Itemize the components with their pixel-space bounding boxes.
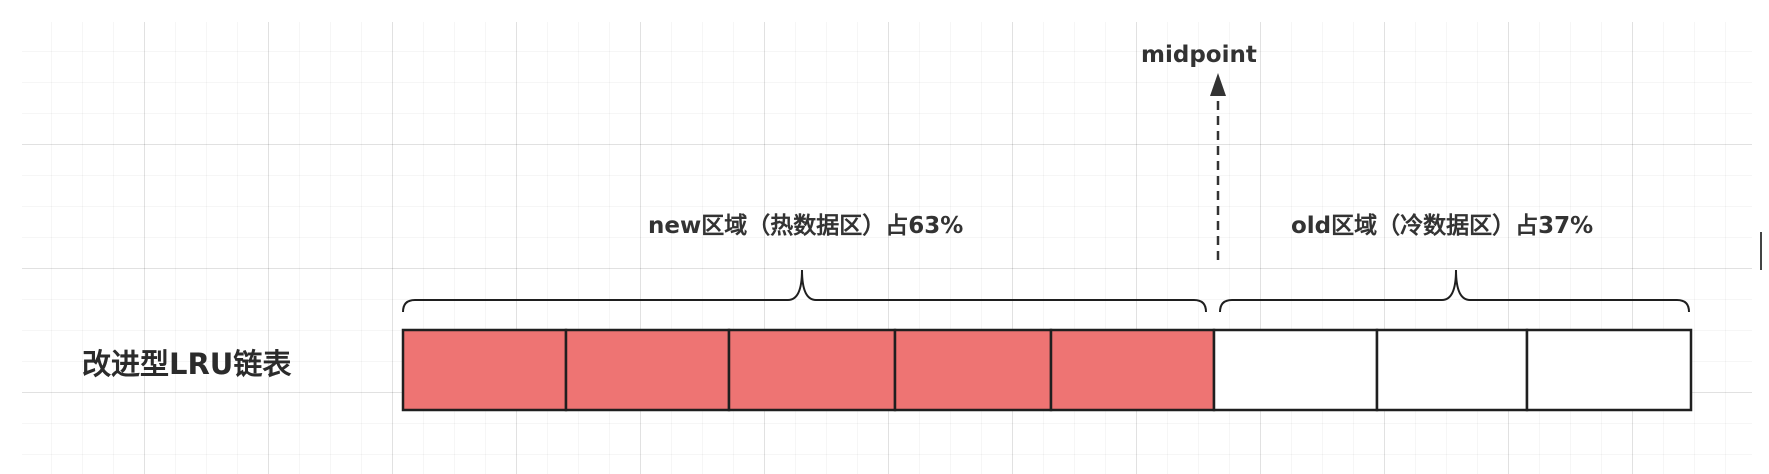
- new-cell-5: [1049, 328, 1216, 412]
- list-label: 改进型LRU链表: [82, 347, 291, 381]
- midpoint-arrowhead: [1210, 73, 1226, 96]
- new-region-brace: [402, 269, 1207, 313]
- old-region-label: old区域（冷数据区）占37%: [1291, 212, 1593, 239]
- old-cell-2: [1375, 328, 1529, 412]
- new-region-label: new区域（热数据区）占63%: [648, 212, 963, 239]
- new-cell-1: [401, 328, 568, 412]
- new-cell-4: [893, 328, 1053, 412]
- grid-background: [22, 22, 1752, 474]
- new-cell-2: [564, 328, 731, 412]
- midpoint-label: midpoint: [1141, 42, 1257, 68]
- old-region-cells: [1212, 328, 1693, 412]
- old-region-brace: [1219, 269, 1690, 313]
- edge-marker: [1760, 232, 1762, 270]
- new-region-cells: [401, 328, 1216, 412]
- new-cell-3: [727, 328, 897, 412]
- old-cell-1: [1212, 328, 1379, 412]
- old-cell-3: [1525, 328, 1693, 412]
